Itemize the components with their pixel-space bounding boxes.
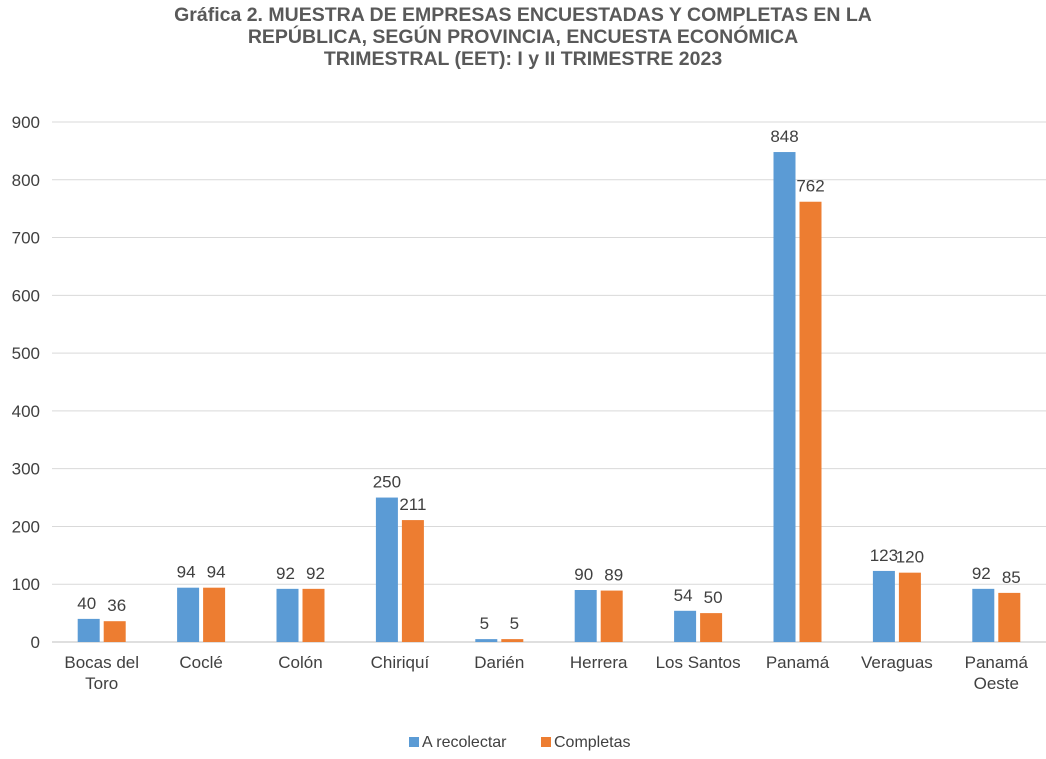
- bars: [77, 152, 1021, 643]
- x-tick-label: Darién: [474, 653, 524, 672]
- data-label: 54: [674, 586, 693, 605]
- x-tick-label: Bocas del: [64, 653, 139, 672]
- legend-swatch-a-recolectar: [409, 737, 419, 747]
- data-label: 92: [276, 564, 295, 583]
- bar-completas: [501, 639, 524, 642]
- bar-a-recolectar: [177, 587, 200, 642]
- data-label: 211: [399, 495, 426, 514]
- y-tick-label: 300: [12, 460, 40, 479]
- bar-completas: [600, 590, 623, 642]
- y-tick-label: 100: [12, 575, 40, 594]
- data-label: 848: [770, 127, 798, 146]
- data-label: 120: [896, 548, 924, 567]
- bar-a-recolectar: [375, 497, 398, 642]
- x-tick-label: Panamá: [965, 653, 1029, 672]
- bar-a-recolectar: [972, 588, 995, 642]
- bar-completas: [401, 520, 424, 642]
- data-labels: 40 36 94 94 92 92 250 211 5 5 90 89 54 50 848 762 123120…: [77, 127, 1021, 633]
- bar-a-recolectar: [773, 152, 796, 643]
- y-tick-label: 900: [12, 113, 40, 132]
- bar-a-recolectar: [77, 618, 100, 642]
- x-axis-ticks: Bocas del Toro Coclé Colón Chiriquí Darién Her…: [64, 653, 1028, 693]
- y-tick-label: 700: [12, 229, 40, 248]
- x-tick-label: Coclé: [179, 653, 222, 672]
- bar-completas: [302, 588, 325, 642]
- data-label: 85: [1002, 568, 1021, 587]
- x-tick-label: Veraguas: [861, 653, 933, 672]
- data-label: 89: [604, 566, 623, 585]
- bar-completas: [799, 201, 822, 642]
- bar-completas: [700, 613, 723, 642]
- data-label: 123: [870, 546, 898, 565]
- bar-a-recolectar: [674, 610, 697, 642]
- legend-swatch-completas: [541, 737, 551, 747]
- data-label: 50: [704, 588, 723, 607]
- legend-label: A recolectar: [422, 734, 507, 751]
- y-tick-label: 800: [12, 171, 40, 190]
- data-label: 94: [207, 563, 226, 582]
- x-tick-label: Panamá: [766, 653, 830, 672]
- bar-completas: [103, 621, 126, 642]
- chart-title: Gráfica 2. MUESTRA DE EMPRESAS ENCUESTAD…: [0, 4, 1046, 70]
- bar-completas: [898, 572, 921, 642]
- bar-completas: [998, 592, 1021, 642]
- bar-a-recolectar: [276, 588, 299, 642]
- y-tick-label: 400: [12, 402, 40, 421]
- y-axis-ticks: 0 100 200 300 400 500 600 700 800 900: [12, 113, 40, 652]
- data-label: 92: [972, 564, 991, 583]
- data-label: 5: [510, 614, 519, 633]
- x-tick-label: Toro: [85, 674, 118, 693]
- chart-title-line-1: Gráfica 2. MUESTRA DE EMPRESAS ENCUESTAD…: [174, 4, 872, 26]
- legend-label: Completas: [554, 734, 630, 751]
- data-label: 762: [796, 177, 824, 196]
- y-tick-label: 500: [12, 344, 40, 363]
- x-tick-label: Oeste: [974, 674, 1019, 693]
- data-label: 92: [306, 564, 325, 583]
- data-label: 5: [480, 614, 489, 633]
- bar-a-recolectar: [872, 570, 895, 642]
- bar-a-recolectar: [475, 639, 498, 642]
- legend: A recolectar Completas: [409, 734, 630, 751]
- data-label: 250: [373, 473, 401, 492]
- y-tick-label: 0: [31, 633, 40, 652]
- y-tick-label: 600: [12, 286, 40, 305]
- data-label: 94: [177, 563, 196, 582]
- chart-title-line-3: TRIMESTRAL (EET): I y II TRIMESTRE 2023: [323, 48, 723, 70]
- data-label: 90: [574, 565, 593, 584]
- bar-completas: [203, 587, 226, 642]
- x-tick-label: Herrera: [570, 653, 628, 672]
- data-label: 40: [77, 594, 96, 613]
- data-label: 36: [107, 596, 126, 615]
- chart-title-line-2: REPÚBLICA, SEGÚN PROVINCIA, ENCUESTA ECO…: [247, 26, 799, 48]
- y-tick-label: 200: [12, 517, 40, 536]
- x-tick-label: Los Santos: [656, 653, 741, 672]
- x-tick-label: Chiriquí: [371, 653, 430, 672]
- x-tick-label: Colón: [278, 653, 322, 672]
- bar-a-recolectar: [574, 590, 597, 642]
